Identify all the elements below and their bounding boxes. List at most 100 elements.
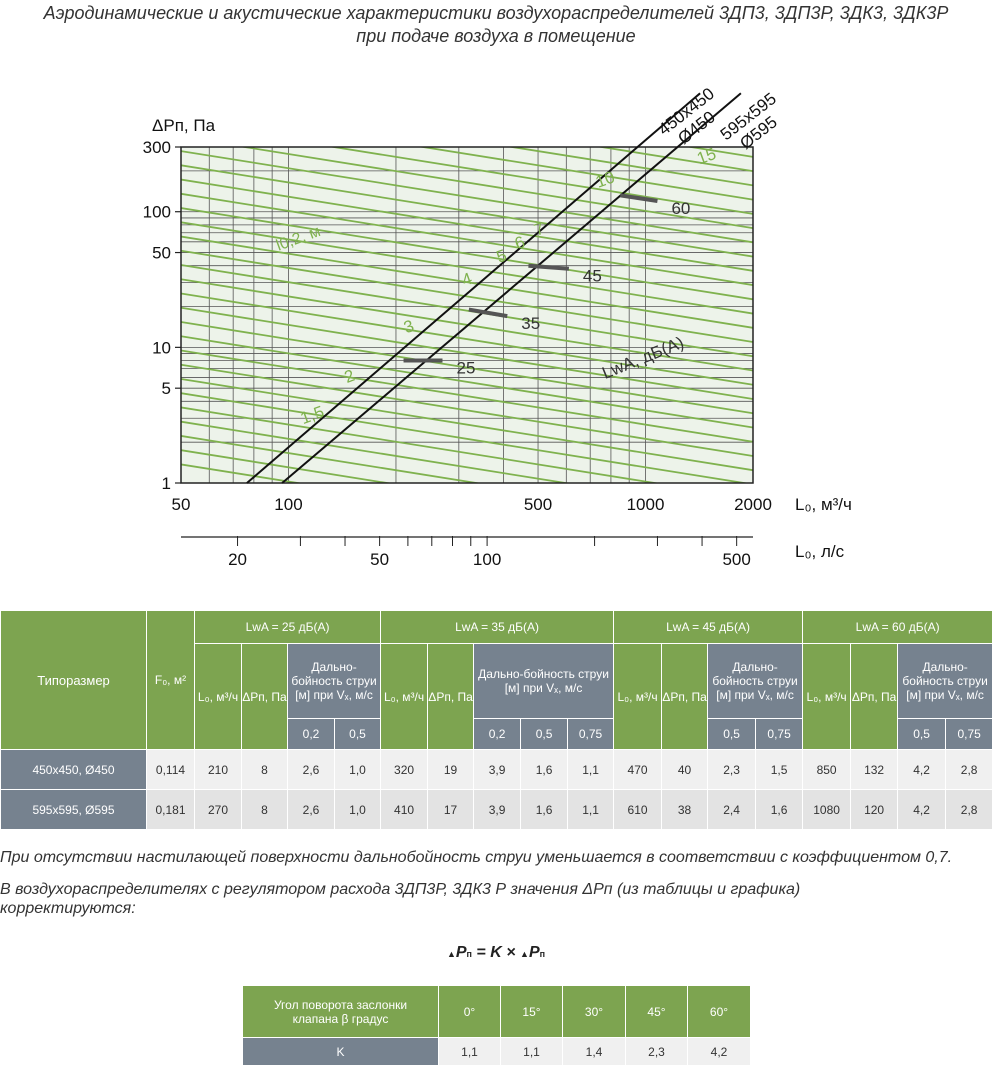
header-throw: Дально-бойность струи [м] при Vₓ, м/с — [473, 643, 615, 719]
throw-line — [181, 249, 753, 343]
y-tick-label: 300 — [143, 138, 171, 157]
table-cell: 0,181 — [146, 789, 195, 830]
throw-line — [181, 378, 753, 472]
throw-line — [181, 306, 753, 400]
velocity-cell: 0,5 — [707, 718, 757, 750]
y-tick-label: 10 — [152, 338, 171, 357]
throw-line — [181, 406, 661, 483]
header-throw: Дально-бойность струи [м] при Vₓ, м/с — [897, 643, 992, 719]
table-cell: 38 — [661, 789, 709, 830]
table-cell: 2,6 — [287, 749, 335, 790]
throw-line — [181, 192, 753, 286]
row-size: 595x595, Ø595 — [0, 789, 147, 830]
velocity-cell: 0,5 — [897, 718, 947, 750]
secondary-tick-label: 100 — [473, 550, 501, 569]
throw-line — [181, 80, 753, 114]
throw-line — [181, 235, 753, 329]
table-cell: 1,1 — [567, 789, 615, 830]
throw-line — [181, 80, 753, 86]
header-dp: ΔPп, Па — [850, 643, 899, 750]
throw-line — [181, 164, 753, 258]
lwa-segment — [620, 193, 658, 203]
velocity-cell: 0,2 — [473, 718, 522, 750]
k-value: 1,1 — [438, 1037, 501, 1066]
header-group-45: LwA = 45 дБ(А) — [613, 610, 804, 644]
throw-line — [181, 150, 753, 244]
angle-cell: 15° — [500, 985, 563, 1038]
formula-times: × — [501, 944, 521, 961]
throw-line — [181, 363, 753, 457]
table-cell: 132 — [850, 749, 899, 790]
row-size: 450x450, Ø450 — [0, 749, 147, 790]
secondary-tick-label: 50 — [370, 550, 389, 569]
header-group-60: LwA = 60 дБ(А) — [802, 610, 992, 644]
y-tick-label: 100 — [143, 203, 171, 222]
throw-line — [506, 147, 753, 187]
k-value: 1,4 — [562, 1037, 626, 1066]
throw-line — [238, 147, 753, 229]
delta-glyph: ▲ — [520, 949, 529, 959]
velocity-cell: 0,75 — [945, 718, 992, 750]
angle-cell: 30° — [562, 985, 626, 1038]
header-dp: ΔPп, Па — [661, 643, 709, 750]
table-cell: 0,114 — [146, 749, 195, 790]
table-cell: 470 — [613, 749, 663, 790]
throw-line — [181, 392, 750, 483]
angle-cell: 0° — [438, 985, 501, 1038]
chart-title: Аэродинамические и акустические характер… — [0, 2, 992, 48]
chart-title-line1: Аэродинамические и акустические характер… — [43, 3, 949, 23]
note-regulator-line1: В воздухораспределителях с регулятором р… — [0, 881, 801, 898]
throw-line — [181, 449, 393, 483]
table-cell: 2,8 — [945, 749, 992, 790]
lwa-label: 35 — [521, 314, 540, 333]
angle-cell: 45° — [625, 985, 688, 1038]
table-cell: 2,8 — [945, 789, 992, 830]
table-cell: 40 — [661, 749, 709, 790]
velocity-cell: 0,5 — [520, 718, 569, 750]
lwa-label: 25 — [456, 359, 475, 378]
header-dp: ΔPп, Па — [427, 643, 475, 750]
table-row: 595x595, Ø595 0,181 270 8 2,6 1,0 410 17 3,9 1,6 1… — [0, 789, 992, 830]
delta-glyph: ▲ — [446, 949, 456, 959]
x-tick-label: 500 — [524, 495, 552, 514]
header-throw: Дально-бойность струи [м] при Vₓ, м/с — [286, 643, 382, 719]
series-line — [246, 92, 701, 484]
table-cell: 1,1 — [567, 749, 615, 790]
angle-cell: 60° — [687, 985, 751, 1038]
header-throw: Дально-бойность струи [м] при Vₓ, м/с — [707, 643, 804, 719]
table-cell: 3,9 — [473, 749, 522, 790]
throw-line — [328, 147, 753, 215]
throw-line — [181, 178, 753, 272]
y-axis-label: ΔPп, Па — [152, 116, 216, 135]
table-cell: 17 — [427, 789, 475, 830]
table-cell: 210 — [194, 749, 242, 790]
table-cell: 1,0 — [333, 789, 382, 830]
throw-line — [181, 207, 753, 301]
k-value: 1,1 — [500, 1037, 563, 1066]
table-cell: 4,2 — [897, 749, 947, 790]
lwa-segment — [468, 307, 508, 319]
table-cell: 2,4 — [707, 789, 757, 830]
table-cell: 1,6 — [755, 789, 804, 830]
throw-line — [417, 147, 753, 201]
throw-line — [181, 264, 753, 358]
velocity-cell: 0,75 — [567, 718, 615, 750]
formula-sub: п — [466, 949, 472, 959]
performance-table: Типоразмер F₀, м² LwA = 25 дБ(А) LwA = 3… — [0, 610, 992, 830]
lwa-label: 45 — [583, 267, 602, 286]
plot-border — [180, 146, 754, 484]
throw-line — [181, 435, 482, 483]
pressure-flow-chart: 450x450Ø450595x595Ø5951,52345671015l0,2,… — [143, 80, 852, 569]
angle-header: Угол поворота заслонки клапана β градус — [242, 985, 439, 1038]
formula-p: P — [455, 944, 467, 961]
table-cell: 610 — [613, 789, 663, 830]
table-cell: 1080 — [802, 789, 852, 830]
throw-line — [181, 463, 304, 483]
throw-line — [181, 349, 753, 443]
x-tick-label: 2000 — [734, 495, 772, 514]
secondary-axis-label: L₀, л/с — [795, 542, 845, 561]
header-dp: ΔPп, Па — [241, 643, 288, 750]
x-tick-label: 50 — [172, 495, 191, 514]
y-tick-label: 50 — [152, 244, 171, 263]
